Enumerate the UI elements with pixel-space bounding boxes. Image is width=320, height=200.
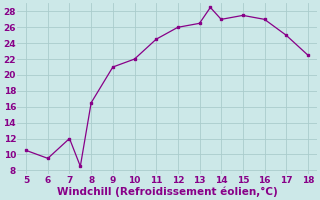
X-axis label: Windchill (Refroidissement éolien,°C): Windchill (Refroidissement éolien,°C) [57,186,277,197]
